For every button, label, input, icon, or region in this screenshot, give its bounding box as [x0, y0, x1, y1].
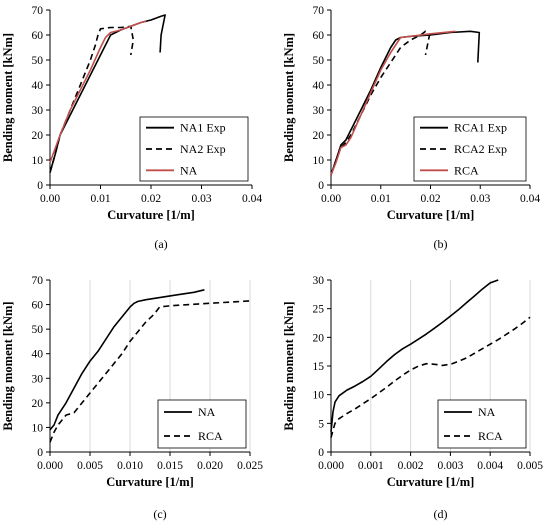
x-tick-label: 0.003 [437, 460, 463, 472]
y-tick-label: 50 [32, 324, 44, 336]
x-axis-label: Curvature [1/m] [106, 475, 194, 489]
y-tick-label: 20 [313, 332, 325, 344]
x-axis-label: Curvature [1/m] [387, 208, 475, 222]
y-tick-label: 10 [32, 155, 44, 167]
chart-panel: 0.00 0.01 0.02 0.03 0.04 0 10 20 30 40 50 60 70 Curva… [282, 5, 540, 251]
y-tick-label: 70 [313, 5, 325, 17]
chart-panel: 0.00 0.01 0.02 0.03 0.04 0 10 20 30 40 50 60 70 Curva… [1, 5, 262, 251]
x-tick-label: 0.04 [520, 193, 540, 205]
series-line [49, 25, 135, 173]
x-tick-label: 0.002 [398, 460, 424, 472]
legend: NA1 Exp NA2 Exp NA [139, 116, 249, 182]
legend-label: RCA2 Exp [454, 142, 507, 156]
legend-label: NA2 Exp [180, 142, 226, 156]
legend: NA RCA [157, 399, 247, 449]
panel-caption: (a) [154, 237, 167, 251]
y-tick-label: 5 [318, 418, 324, 430]
x-tick-label: 0.03 [470, 193, 490, 205]
y-tick-label: 70 [32, 275, 44, 287]
panel-caption: (d) [434, 507, 448, 521]
legend-box [157, 399, 247, 449]
x-tick-label: 0.00 [40, 193, 60, 205]
x-tick-label: 0.01 [90, 193, 110, 205]
y-axis-label: Bending moment [kNm] [282, 33, 296, 162]
series-line [49, 300, 251, 443]
x-tick-label: 0.025 [237, 460, 263, 472]
y-axis-label: Bending moment [kNm] [282, 301, 296, 430]
x-axis-label: Curvature [1/m] [107, 208, 195, 222]
y-tick-label: 0 [37, 447, 43, 459]
y-tick-label: 15 [313, 361, 325, 373]
x-tick-label: 0.01 [371, 193, 391, 205]
y-tick-label: 40 [32, 349, 44, 361]
y-tick-label: 60 [313, 30, 325, 42]
x-tick-label: 0.00 [321, 193, 341, 205]
x-tick-label: 0.000 [37, 460, 63, 472]
y-tick-label: 20 [32, 130, 44, 142]
x-tick-label: 0.005 [517, 460, 543, 472]
y-tick-label: 40 [313, 80, 325, 92]
chart-panel: 0.000 0.001 0.002 0.003 0.004 0.005 0 5 10 15 20 25… [282, 275, 543, 521]
x-tick-label: 0.020 [197, 460, 223, 472]
y-tick-label: 50 [313, 55, 325, 67]
x-tick-label: 0.02 [141, 193, 161, 205]
x-tick-label: 0.04 [242, 193, 262, 205]
legend-label: RCA [478, 429, 503, 443]
series-line [330, 30, 456, 176]
y-tick-label: 30 [313, 105, 325, 117]
series-line [49, 14, 166, 173]
x-axis-label: Curvature [1/m] [387, 475, 475, 489]
legend: RCA1 Exp RCA2 Exp RCA [413, 116, 527, 182]
legend-label: RCA1 Exp [454, 121, 507, 135]
y-tick-label: 70 [32, 5, 44, 17]
x-tick-label: 0.000 [318, 460, 344, 472]
y-tick-label: 10 [313, 155, 325, 167]
y-tick-label: 10 [313, 390, 325, 402]
series-line [49, 20, 147, 163]
y-tick-label: 30 [32, 373, 44, 385]
y-tick-label: 30 [32, 105, 44, 117]
y-tick-label: 0 [318, 447, 324, 459]
x-tick-label: 0.005 [77, 460, 103, 472]
y-tick-label: 30 [313, 275, 325, 287]
y-tick-label: 0 [37, 180, 43, 192]
series-line [330, 316, 531, 438]
legend-label: NA [198, 405, 216, 419]
x-tick-label: 0.02 [420, 193, 440, 205]
legend-box [437, 399, 527, 449]
series-line [49, 289, 205, 431]
y-axis-label: Bending moment [kNm] [1, 33, 15, 162]
y-tick-label: 0 [318, 180, 324, 192]
panel-caption: (c) [153, 507, 166, 521]
legend-label: NA1 Exp [180, 121, 226, 135]
panel-caption: (b) [434, 237, 448, 251]
y-tick-label: 60 [32, 30, 44, 42]
x-tick-label: 0.015 [157, 460, 183, 472]
y-tick-label: 10 [32, 422, 44, 434]
y-tick-label: 60 [32, 300, 44, 312]
series-line [330, 30, 481, 176]
x-tick-label: 0.004 [477, 460, 503, 472]
y-tick-label: 50 [32, 55, 44, 67]
y-tick-label: 25 [313, 304, 325, 316]
x-tick-label: 0.03 [191, 193, 211, 205]
x-tick-label: 0.001 [358, 460, 384, 472]
legend-label: RCA [198, 429, 223, 443]
y-tick-label: 20 [313, 130, 325, 142]
y-axis-label: Bending moment [kNm] [1, 301, 15, 430]
series-line [330, 279, 499, 432]
chart-panel: 0.000 0.005 0.010 0.015 0.020 0.025 0 10 20 30 40 5… [1, 275, 263, 521]
legend-label: RCA [454, 163, 479, 177]
legend-label: NA [180, 163, 198, 177]
y-tick-label: 20 [32, 398, 44, 410]
y-tick-label: 40 [32, 80, 44, 92]
x-tick-label: 0.010 [117, 460, 143, 472]
legend-label: NA [478, 405, 496, 419]
legend: NA RCA [437, 399, 527, 449]
